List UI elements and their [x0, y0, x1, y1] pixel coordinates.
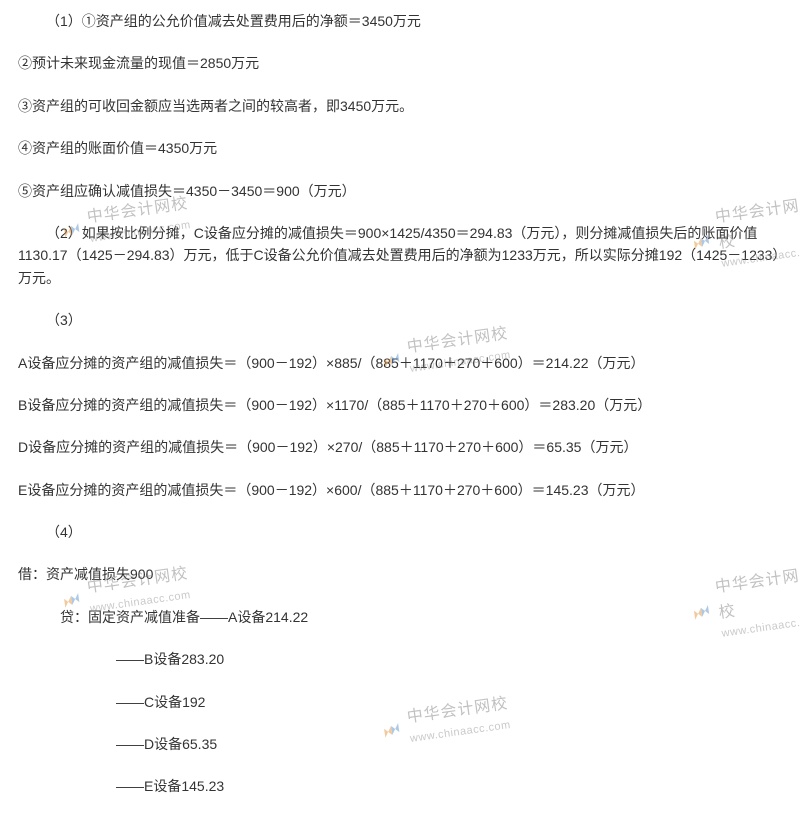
document-body: （1）①资产组的公允价值减去处置费用后的净额＝3450万元 ②预计未来现金流量的现…	[18, 10, 782, 798]
text-line: 贷：固定资产减值准备——A设备214.22	[18, 606, 782, 628]
text-line: ②预计未来现金流量的现值＝2850万元	[18, 52, 782, 74]
text-line: D设备应分摊的资产组的减值损失＝（900－192）×270/（885＋1170＋…	[18, 436, 782, 458]
text-line: ——C设备192	[18, 691, 782, 713]
text-line: ④资产组的账面价值＝4350万元	[18, 137, 782, 159]
text-line: ——D设备65.35	[18, 733, 782, 755]
text-line: 借：资产减值损失900	[18, 563, 782, 585]
text-line: ——B设备283.20	[18, 648, 782, 670]
text-line: （1）①资产组的公允价值减去处置费用后的净额＝3450万元	[18, 10, 782, 32]
text-line: B设备应分摊的资产组的减值损失＝（900－192）×1170/（885＋1170…	[18, 394, 782, 416]
text-line: （2）如果按比例分摊，C设备应分摊的减值损失＝900×1425/4350＝294…	[18, 222, 782, 289]
text-line: ——E设备145.23	[18, 775, 782, 797]
text-line: ⑤资产组应确认减值损失＝4350－3450＝900（万元）	[18, 180, 782, 202]
text-line: A设备应分摊的资产组的减值损失＝（900－192）×885/（885＋1170＋…	[18, 352, 782, 374]
text-line: E设备应分摊的资产组的减值损失＝（900－192）×600/（885＋1170＋…	[18, 479, 782, 501]
text-line: ③资产组的可收回金额应当选两者之间的较高者，即3450万元。	[18, 95, 782, 117]
text-line: （3）	[18, 309, 782, 331]
text-line: （4）	[18, 521, 782, 543]
